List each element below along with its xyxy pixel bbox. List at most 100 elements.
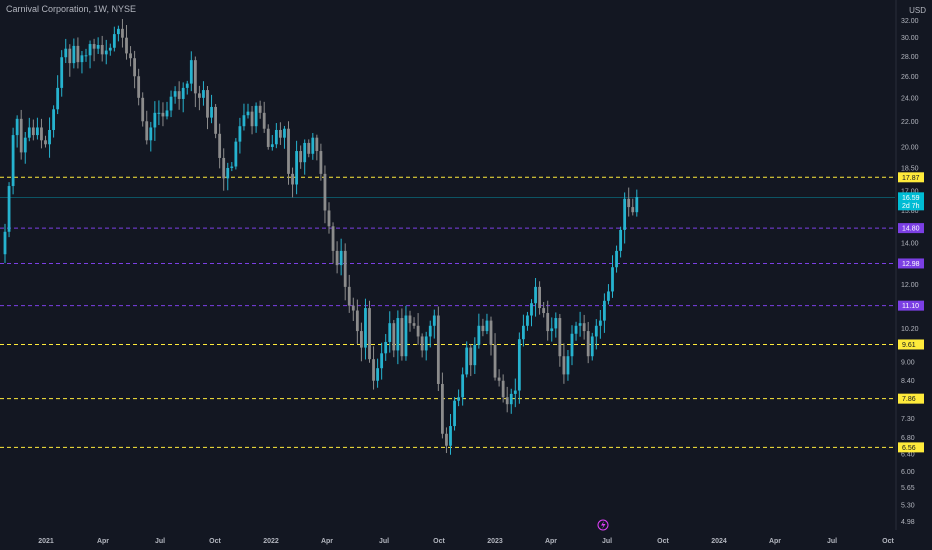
candle[interactable] [169, 90, 173, 118]
candle[interactable] [3, 223, 7, 264]
candle[interactable] [76, 37, 80, 69]
candle[interactable] [424, 331, 428, 361]
candle[interactable] [347, 274, 351, 313]
candle[interactable] [611, 255, 614, 298]
candle[interactable] [27, 117, 31, 142]
candle[interactable] [627, 187, 631, 217]
candle[interactable] [546, 300, 550, 341]
candle[interactable] [104, 39, 108, 65]
candle[interactable] [428, 320, 432, 348]
candle[interactable] [538, 281, 541, 315]
candle[interactable] [88, 40, 92, 69]
candle[interactable] [323, 165, 327, 224]
candle[interactable] [44, 135, 47, 148]
candle[interactable] [303, 139, 307, 175]
candle[interactable] [149, 121, 153, 152]
candle[interactable] [319, 143, 323, 181]
candle[interactable] [327, 202, 331, 234]
candle[interactable] [530, 299, 533, 327]
candle[interactable] [279, 122, 282, 145]
flash-icon[interactable] [597, 519, 609, 531]
candle[interactable] [412, 317, 416, 329]
candle[interactable] [258, 100, 262, 119]
candle[interactable] [590, 332, 594, 361]
candle[interactable] [607, 284, 610, 305]
candle[interactable] [141, 92, 145, 127]
candle[interactable] [526, 311, 529, 331]
candle[interactable] [335, 241, 339, 274]
candle[interactable] [420, 333, 424, 358]
candle[interactable] [48, 117, 51, 158]
candle[interactable] [311, 133, 315, 160]
candle[interactable] [210, 94, 213, 124]
candle[interactable] [121, 18, 124, 48]
candle[interactable] [441, 372, 444, 439]
candle[interactable] [11, 127, 15, 195]
candle[interactable] [56, 75, 60, 115]
candle[interactable] [400, 308, 404, 361]
candle[interactable] [291, 167, 294, 198]
candle[interactable] [129, 46, 132, 67]
candle[interactable] [198, 85, 201, 111]
candle[interactable] [542, 301, 546, 318]
candle[interactable] [80, 51, 84, 74]
candle[interactable] [453, 397, 456, 431]
candle[interactable] [250, 105, 254, 135]
candle[interactable] [100, 35, 104, 62]
candle[interactable] [214, 104, 217, 139]
candle[interactable] [68, 44, 72, 77]
candle[interactable] [262, 101, 266, 133]
candle[interactable] [234, 138, 238, 170]
candle[interactable] [408, 310, 412, 332]
candle[interactable] [173, 86, 177, 104]
candle[interactable] [246, 103, 250, 119]
candle[interactable] [582, 314, 586, 340]
candle[interactable] [392, 319, 396, 358]
candle[interactable] [202, 81, 205, 106]
candle[interactable] [7, 182, 11, 238]
candle[interactable] [189, 51, 193, 92]
candle[interactable] [270, 135, 274, 151]
candle[interactable] [477, 313, 481, 349]
candle[interactable] [355, 299, 359, 344]
candle[interactable] [343, 243, 347, 301]
candle[interactable] [558, 313, 562, 367]
candle[interactable] [570, 325, 574, 366]
candle[interactable] [165, 101, 169, 120]
candle[interactable] [615, 245, 618, 273]
candle[interactable] [283, 125, 286, 149]
candle[interactable] [623, 192, 627, 244]
candle[interactable] [137, 68, 141, 106]
candle[interactable] [287, 121, 290, 185]
candle[interactable] [117, 25, 120, 42]
candle[interactable] [339, 238, 343, 276]
candle[interactable] [513, 378, 517, 408]
candle[interactable] [92, 38, 96, 62]
candle[interactable] [380, 342, 384, 380]
candle[interactable] [404, 305, 408, 361]
candle[interactable] [222, 148, 226, 191]
candle[interactable] [522, 314, 525, 347]
candle[interactable] [631, 198, 635, 216]
candle[interactable] [432, 309, 436, 339]
candle[interactable] [578, 311, 582, 337]
candle[interactable] [242, 103, 246, 131]
candle[interactable] [360, 322, 363, 362]
candle[interactable] [603, 293, 606, 333]
candle[interactable] [307, 139, 311, 158]
candle[interactable] [295, 140, 298, 195]
candle[interactable] [469, 344, 473, 377]
candle[interactable] [145, 110, 149, 145]
candle[interactable] [376, 358, 379, 388]
candle[interactable] [153, 101, 157, 141]
candle[interactable] [436, 306, 440, 392]
candle[interactable] [473, 337, 477, 374]
candle[interactable] [493, 333, 497, 381]
candle[interactable] [133, 50, 136, 89]
candle[interactable] [485, 313, 489, 335]
candle[interactable] [594, 319, 598, 350]
candle[interactable] [125, 24, 128, 60]
candle[interactable] [52, 105, 55, 138]
candle[interactable] [206, 86, 209, 130]
